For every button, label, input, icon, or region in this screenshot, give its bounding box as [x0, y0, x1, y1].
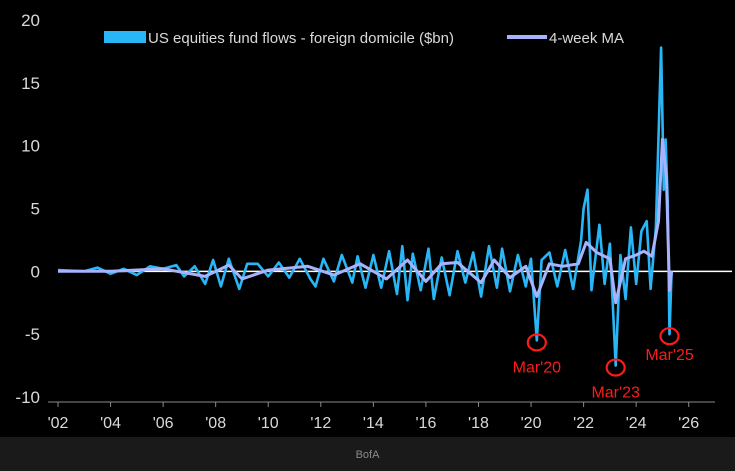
- x-tick-label: '10: [258, 415, 279, 432]
- y-tick-label: -10: [15, 388, 40, 407]
- x-tick-label: '08: [205, 415, 226, 432]
- annotation-circle: [605, 358, 626, 377]
- legend-swatch-flows: [104, 31, 146, 43]
- y-tick-label: 5: [31, 200, 40, 219]
- chart-area: 20 15 10 5 0 -5 -10 '02 '04 '06 '08 '10 '12 '14 '16 '18…: [15, 11, 732, 432]
- annotation-label: Mar'20: [513, 359, 562, 376]
- series-line-ma: [58, 137, 674, 305]
- chart-svg: 20 15 10 5 0 -5 -10 '02 '04 '06 '08 '10 '12 '14 '16 '18…: [15, 11, 732, 432]
- x-tick-label: '02: [48, 415, 69, 432]
- annotation-circle: [659, 327, 680, 346]
- annotation-circle: [526, 333, 547, 352]
- footer-bar: BofA: [0, 437, 735, 471]
- y-tick-label: -5: [25, 325, 40, 344]
- x-tick-label: '20: [521, 415, 542, 432]
- legend-label-flows: US equities fund flows - foreign domicil…: [148, 30, 454, 47]
- legend-label-ma: 4-week MA: [549, 30, 624, 47]
- x-tick-label: '18: [468, 415, 489, 432]
- x-tick-label: '22: [573, 415, 594, 432]
- y-tick-label: 10: [21, 137, 40, 156]
- annotation-label: Mar'23: [591, 385, 640, 402]
- x-tick-label: '04: [100, 415, 121, 432]
- annotation-label: Mar'25: [645, 347, 694, 364]
- x-tick-label: '06: [153, 415, 174, 432]
- source-label: BofA: [355, 449, 380, 461]
- y-tick-label: 0: [31, 262, 40, 281]
- x-tick-label: '24: [626, 415, 647, 432]
- y-tick-label: 15: [21, 74, 40, 93]
- x-tick-label: '14: [363, 415, 384, 432]
- series-line-flows: [57, 46, 673, 367]
- x-tick-label: '12: [310, 415, 331, 432]
- y-tick-label: 20: [21, 11, 40, 30]
- x-tick-label: '26: [678, 415, 699, 432]
- x-tick-label: '16: [415, 415, 436, 432]
